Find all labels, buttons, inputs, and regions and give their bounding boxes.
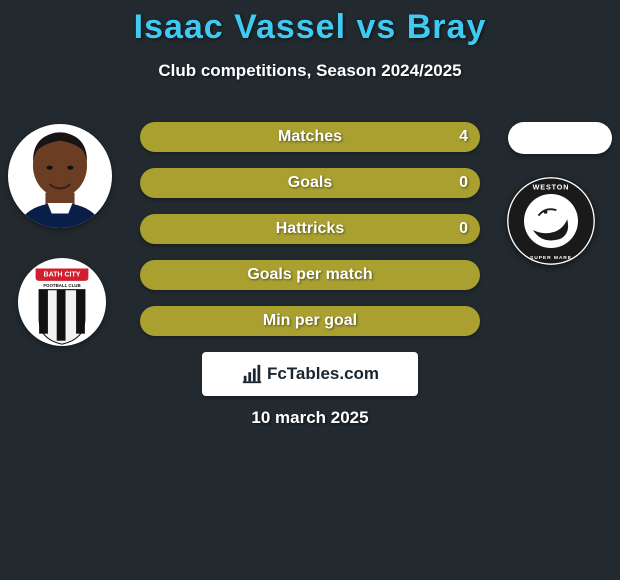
stat-label: Matches — [140, 128, 480, 146]
club-left-avatar: BATH CITY FOOTBALL CLUB — [18, 258, 106, 346]
infographic-container: Isaac Vassel vs Bray Club competitions, … — [0, 0, 620, 580]
stat-value: 0 — [459, 220, 468, 238]
player-head-icon — [8, 124, 112, 228]
player-left-avatar — [8, 124, 112, 228]
club-left-badge-icon: BATH CITY FOOTBALL CLUB — [18, 258, 106, 346]
club-right-bottom-text: SUPER MARE — [530, 255, 572, 261]
club-right-top-text: WESTON — [533, 183, 570, 192]
stat-value: 0 — [459, 174, 468, 192]
club-right-avatar: WESTON SUPER MARE — [506, 176, 596, 266]
page-title: Isaac Vassel vs Bray — [0, 0, 620, 47]
watermark-badge: FcTables.com — [202, 352, 418, 396]
stat-label: Goals per match — [140, 266, 480, 284]
stat-row-goals-per-match: Goals per match — [140, 260, 480, 290]
stat-value: 4 — [459, 128, 468, 146]
stat-label: Hattricks — [140, 220, 480, 238]
date-text: 10 march 2025 — [0, 408, 620, 428]
club-left-banner-top: BATH CITY — [44, 271, 81, 278]
stat-row-hattricks: Hattricks 0 — [140, 214, 480, 244]
club-right-badge-icon: WESTON SUPER MARE — [506, 176, 596, 266]
club-left-banner-bottom: FOOTBALL CLUB — [43, 283, 80, 288]
stat-row-min-per-goal: Min per goal — [140, 306, 480, 336]
subtitle: Club competitions, Season 2024/2025 — [0, 61, 620, 81]
watermark-text: FcTables.com — [267, 364, 379, 384]
stat-label: Goals — [140, 174, 480, 192]
stat-row-matches: Matches 4 — [140, 122, 480, 152]
player-right-placeholder — [508, 122, 612, 154]
stats-bars: Matches 4 Goals 0 Hattricks 0 Goals per … — [140, 122, 480, 352]
bars-chart-icon — [241, 363, 263, 385]
stat-label: Min per goal — [140, 312, 480, 330]
stat-row-goals: Goals 0 — [140, 168, 480, 198]
